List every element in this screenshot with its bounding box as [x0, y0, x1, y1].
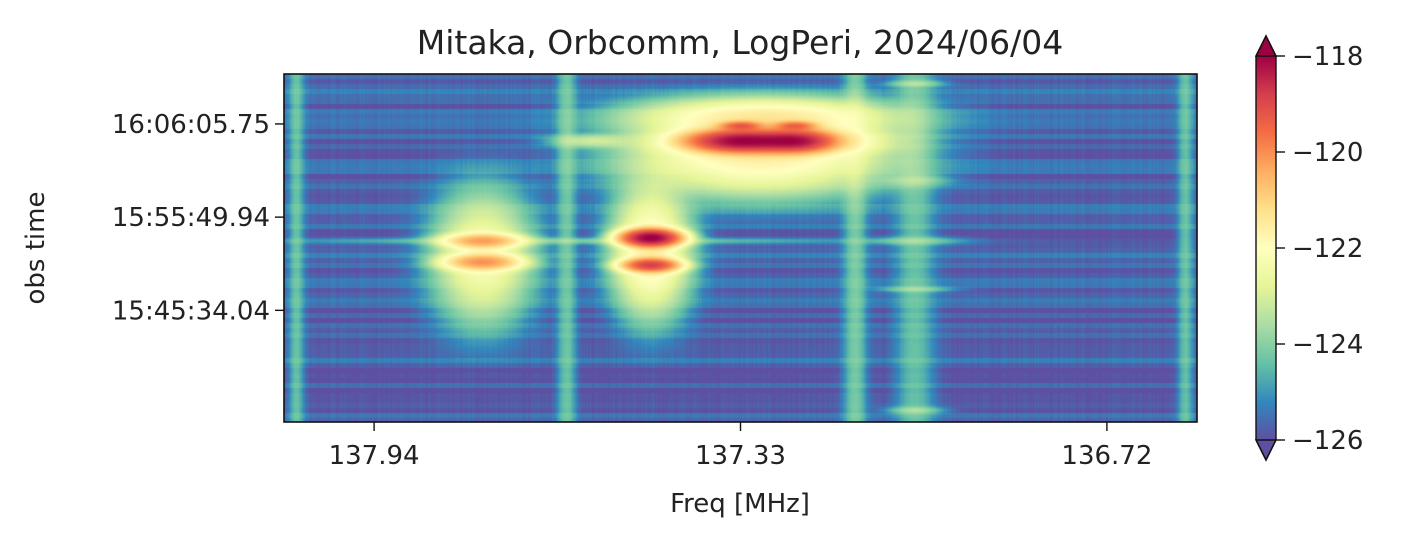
heatmap-image-holder	[284, 74, 1197, 422]
heatmap-image	[284, 74, 1197, 422]
colorbar: −118 −120 −122 −124 −126	[1254, 34, 1363, 462]
x-tick-label: 137.33	[695, 441, 786, 471]
colorbar-tick-label: −122	[1292, 234, 1363, 264]
x-tick-label: 136.72	[1061, 441, 1152, 471]
y-tick-label: 15:45:34.04	[112, 296, 270, 326]
y-axis-label: obs time	[21, 192, 51, 305]
plot-area	[283, 73, 1198, 423]
colorbar-tick-label: −118	[1292, 42, 1363, 72]
colorbar-tick-label: −126	[1292, 426, 1363, 456]
colorbar-tick-label: −120	[1292, 138, 1363, 168]
x-axis-label: Freq [MHz]	[670, 489, 810, 519]
y-tick-label: 16:06:05.75	[112, 110, 270, 140]
y-tick-label: 15:55:49.94	[112, 203, 270, 233]
x-tick-label: 137.94	[329, 441, 420, 471]
chart-title: Mitaka, Orbcomm, LogPeri, 2024/06/04	[417, 23, 1064, 62]
colorbar-tick-label: −124	[1292, 330, 1363, 360]
colorbar-extend-top	[1254, 34, 1278, 57]
colorbar-gradient	[1256, 56, 1276, 440]
x-axis: 137.94 137.33 136.72	[329, 422, 1152, 471]
y-axis: 16:06:05.75 15:55:49.94 15:45:34.04	[112, 110, 284, 326]
colorbar-extend-bottom	[1254, 439, 1278, 462]
colorbar-ticks: −118 −120 −122 −124 −126	[1276, 42, 1363, 456]
